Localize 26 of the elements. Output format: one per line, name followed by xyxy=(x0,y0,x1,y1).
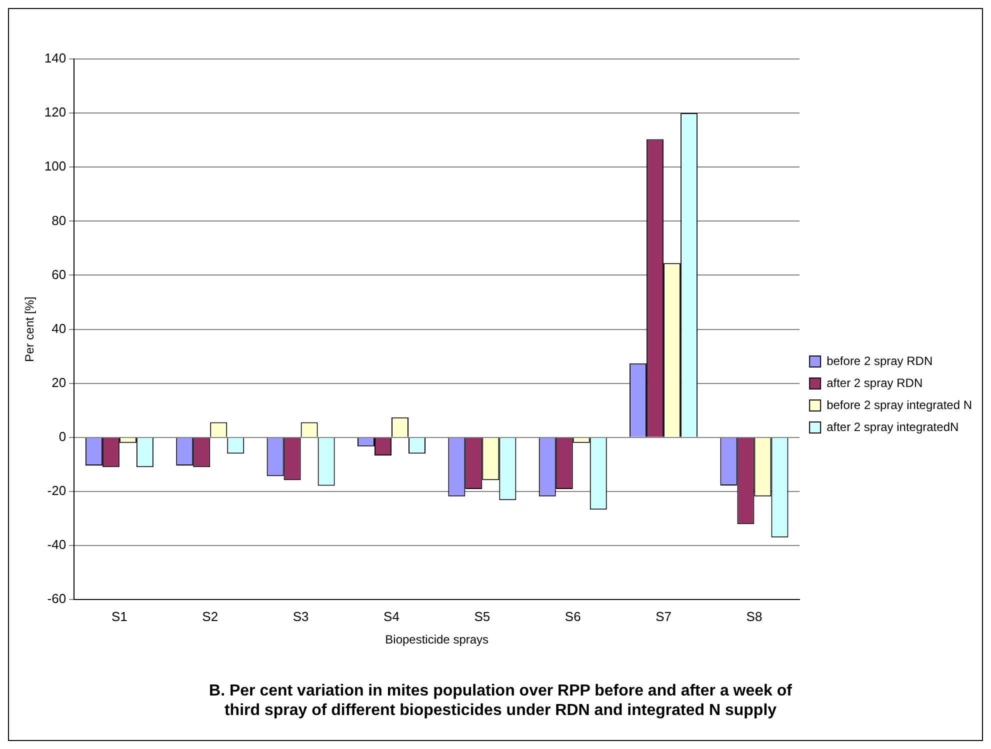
y-tick-label: -60 xyxy=(47,591,66,606)
x-tick-label: S5 xyxy=(474,608,490,624)
x-tick-label: S7 xyxy=(656,608,672,624)
legend-label: after 2 spray RDN xyxy=(826,376,923,390)
y-tick-label: 80 xyxy=(52,212,66,228)
y-axis-title: Per cent [%] xyxy=(22,296,37,362)
legend-label: before 2 spray integrated N xyxy=(826,398,972,412)
y-tick-label: -40 xyxy=(47,537,66,552)
x-tick-label: S6 xyxy=(564,608,581,624)
y-tick-label: 40 xyxy=(52,320,66,336)
y-tick-label: 0 xyxy=(58,429,66,444)
text: B. Per cent variation in mites population over RPP before and after a week of third spray of different biopesticides under RDN and integrated N supply xyxy=(209,682,793,719)
y-tick-label: 60 xyxy=(52,266,66,282)
x-tick-label: S1 xyxy=(111,608,128,624)
x-tick-label: S3 xyxy=(292,608,309,624)
y-tick-label: 20 xyxy=(52,374,66,390)
legend-label: before 2 spray RDN xyxy=(826,354,933,368)
x-tick-label: S4 xyxy=(384,608,400,624)
x-tick-label: S8 xyxy=(746,608,762,624)
y-tick-label: 120 xyxy=(44,104,66,120)
y-tick-label: 140 xyxy=(44,50,66,66)
y-tick-label: 100 xyxy=(44,158,66,174)
x-axis-title: Biopesticide sprays xyxy=(385,632,489,647)
legend-label: after 2 spray integratedN xyxy=(826,420,959,434)
y-tick-label: -20 xyxy=(47,483,66,498)
x-tick-label: S2 xyxy=(202,608,218,624)
